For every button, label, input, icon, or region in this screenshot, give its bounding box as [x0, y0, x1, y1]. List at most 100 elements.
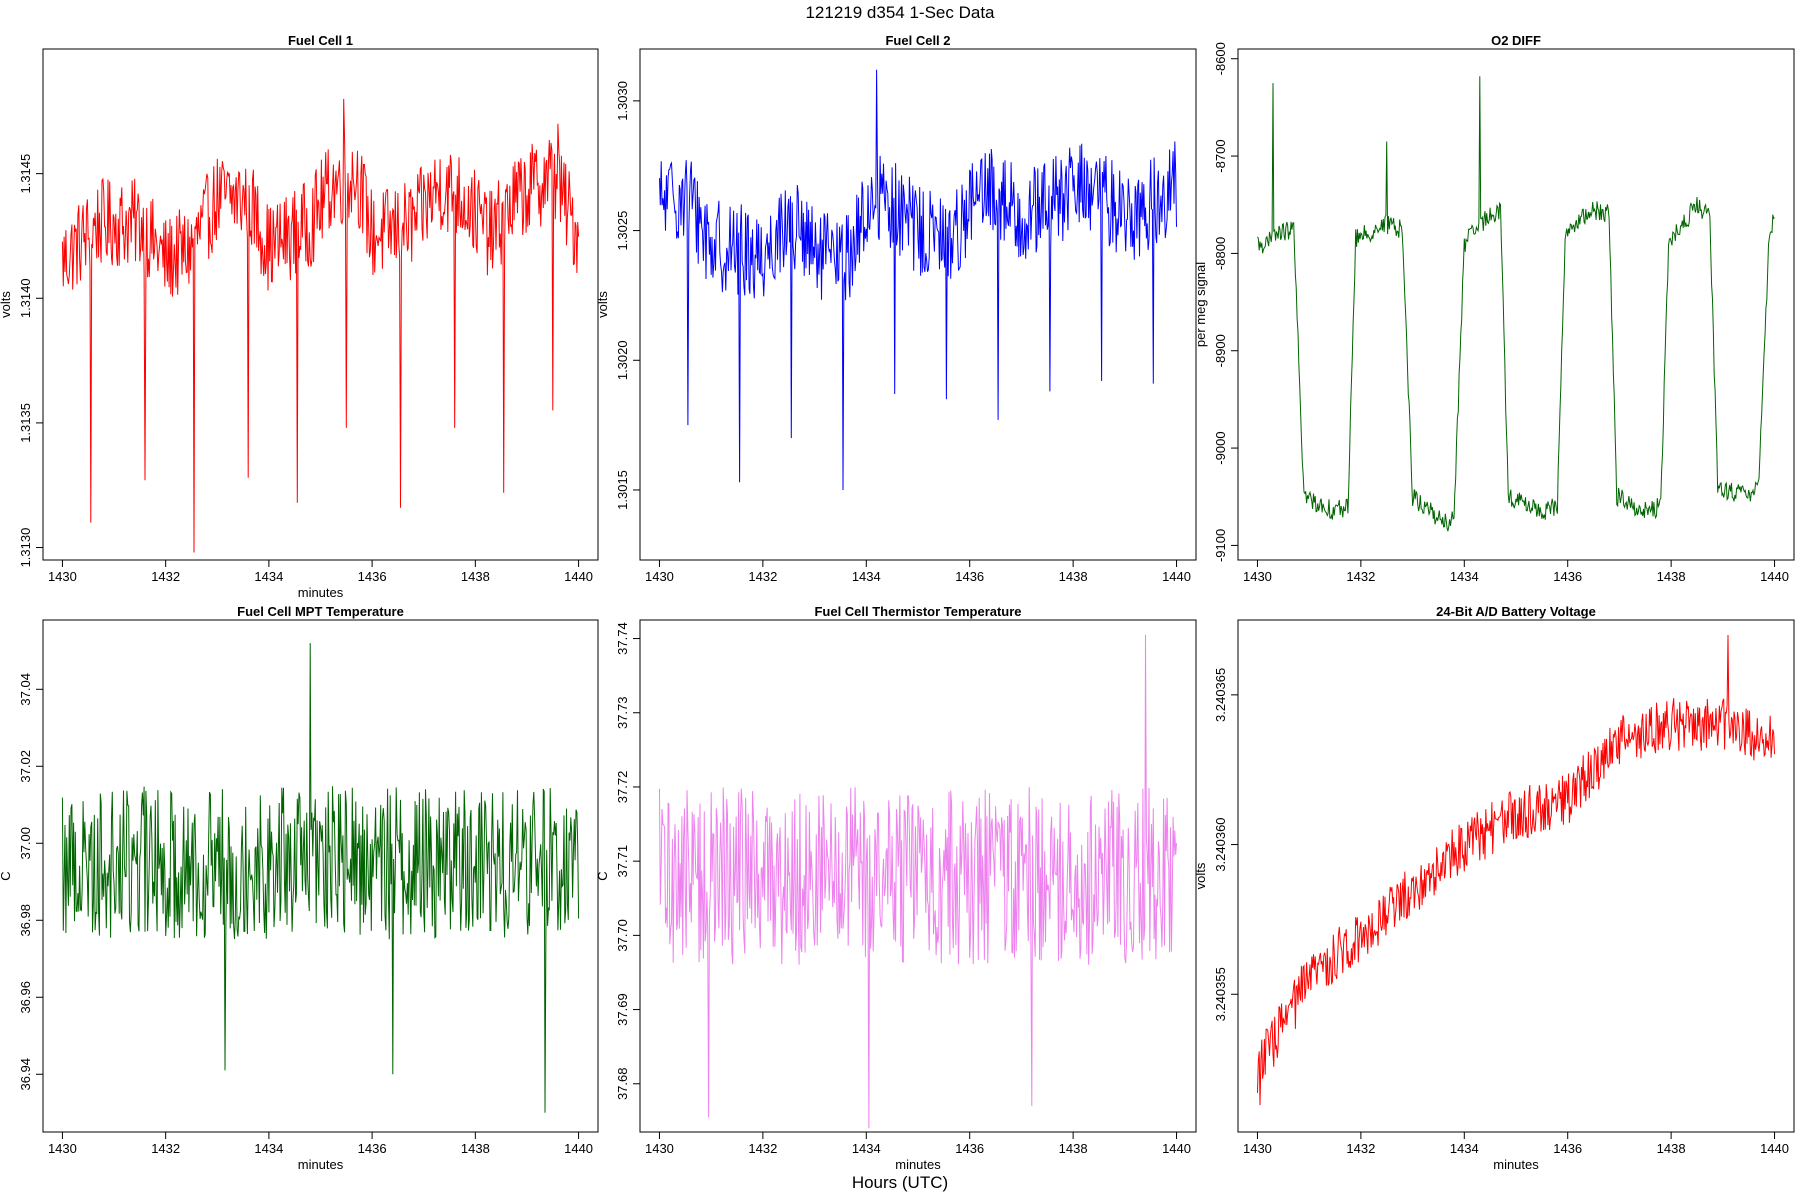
y-tick-label: -8700 — [1213, 139, 1228, 172]
series-line — [61, 643, 580, 1113]
x-tick-label: 1436 — [1553, 1141, 1582, 1156]
series-line — [1257, 634, 1775, 1106]
y-tick-label: 1.3135 — [18, 403, 33, 443]
y-tick-label: 36.98 — [18, 904, 33, 937]
y-axis-label: per meg signal — [1193, 262, 1208, 347]
panel-title: Fuel Cell Thermistor Temperature — [814, 604, 1021, 619]
y-tick-label: 3.240360 — [1213, 817, 1228, 871]
y-tick-label: 36.96 — [18, 981, 33, 1014]
panel-title: Fuel Cell 2 — [885, 33, 950, 48]
x-tick-label: 1438 — [461, 569, 490, 584]
panel-1: Fuel Cell 1 1430 1432 1434 1436 1438 1440 minut… — [0, 33, 599, 600]
y-tick-label: 37.74 — [615, 622, 630, 655]
y-tick-label: 3.240365 — [1213, 668, 1228, 722]
x-axis-label: minutes — [1493, 1157, 1539, 1172]
series-line — [659, 69, 1177, 491]
y-tick-label: 37.73 — [615, 696, 630, 729]
x-tick-label: 1432 — [748, 569, 777, 584]
x-tick-label: 1432 — [748, 1141, 777, 1156]
x-tick-label: 1436 — [955, 1141, 984, 1156]
y-tick-label: -8900 — [1213, 334, 1228, 367]
y-tick-label: 1.3130 — [18, 528, 33, 568]
x-tick-label: 1438 — [461, 1141, 490, 1156]
y-axis-label: volts — [1193, 862, 1208, 889]
figure-xlabel: Hours (UTC) — [852, 1173, 948, 1192]
x-tick-label: 1434 — [1450, 569, 1479, 584]
y-tick-label: 37.02 — [18, 750, 33, 783]
y-tick-label: 1.3140 — [18, 278, 33, 318]
x-tick-label: 1432 — [1346, 569, 1375, 584]
x-tick-label: 1434 — [1450, 1141, 1479, 1156]
x-tick-label: 1434 — [254, 569, 283, 584]
panel-title: 24-Bit A/D Battery Voltage — [1436, 604, 1596, 619]
panel-2: Fuel Cell 2 1430 1432 1434 1436 1438 1440 1.301… — [595, 33, 1197, 584]
y-axis-label: volts — [595, 291, 610, 318]
panel-5: Fuel Cell Thermistor Temperature 1430 1432… — [595, 604, 1197, 1172]
y-tick-label: 1.3015 — [615, 470, 630, 510]
panel-3: O2 DIFF 1430 1432 1434 1436 1438 1440 -9100 -900… — [1193, 33, 1795, 584]
y-tick-label: -9100 — [1213, 529, 1228, 562]
series-line — [1257, 76, 1775, 532]
x-tick-label: 1440 — [564, 569, 593, 584]
panel-title: Fuel Cell MPT Temperature — [237, 604, 404, 619]
y-tick-label: -8600 — [1213, 42, 1228, 75]
x-tick-label: 1434 — [852, 569, 881, 584]
x-tick-label: 1440 — [1162, 569, 1191, 584]
panel-4: Fuel Cell MPT Temperature 1430 1432 1434 143… — [0, 604, 599, 1172]
x-tick-label: 1440 — [1760, 569, 1789, 584]
y-tick-label: 1.3030 — [615, 81, 630, 121]
x-tick-label: 1438 — [1657, 569, 1686, 584]
x-axis-label: minutes — [298, 1157, 344, 1172]
x-tick-label: 1440 — [564, 1141, 593, 1156]
panel-title: O2 DIFF — [1491, 33, 1541, 48]
plot-frame — [42, 48, 599, 561]
y-tick-label: 3.240355 — [1213, 967, 1228, 1021]
x-tick-label: 1436 — [1553, 569, 1582, 584]
y-tick-label: 37.69 — [615, 993, 630, 1026]
y-tick-label: 1.3020 — [615, 340, 630, 380]
x-tick-label: 1436 — [358, 1141, 387, 1156]
y-tick-label: 36.94 — [18, 1058, 33, 1091]
x-tick-label: 1430 — [1243, 1141, 1272, 1156]
x-tick-label: 1432 — [151, 569, 180, 584]
x-tick-label: 1434 — [254, 1141, 283, 1156]
y-tick-label: 1.3025 — [615, 211, 630, 251]
figure-title: 121219 d354 1-Sec Data — [805, 3, 995, 22]
x-tick-label: 1432 — [1346, 1141, 1375, 1156]
y-tick-label: 37.68 — [615, 1067, 630, 1100]
x-tick-label: 1430 — [48, 569, 77, 584]
x-tick-label: 1434 — [852, 1141, 881, 1156]
x-tick-label: 1430 — [645, 1141, 674, 1156]
x-tick-label: 1436 — [955, 569, 984, 584]
x-tick-label: 1438 — [1059, 1141, 1088, 1156]
x-tick-label: 1436 — [358, 569, 387, 584]
x-tick-label: 1430 — [48, 1141, 77, 1156]
x-tick-label: 1438 — [1059, 569, 1088, 584]
y-tick-label: 37.71 — [615, 845, 630, 878]
y-tick-label: -9000 — [1213, 431, 1228, 464]
x-tick-label: 1440 — [1760, 1141, 1789, 1156]
y-tick-label: 37.04 — [18, 673, 33, 706]
y-tick-label: 37.72 — [615, 771, 630, 804]
series-line — [659, 634, 1177, 1129]
plot-frame — [1237, 619, 1795, 1133]
y-tick-label: -8800 — [1213, 237, 1228, 270]
x-tick-label: 1432 — [151, 1141, 180, 1156]
plot-frame — [639, 48, 1197, 561]
series-line — [61, 98, 580, 553]
plot-frame — [639, 619, 1197, 1133]
plot-frame — [1237, 48, 1795, 561]
y-axis-label: C — [595, 871, 610, 880]
y-tick-label: 37.70 — [615, 919, 630, 952]
panels: Fuel Cell 1 1430 1432 1434 1436 1438 1440 minut… — [0, 33, 1795, 1172]
x-axis-label: minutes — [895, 1157, 941, 1172]
x-tick-label: 1438 — [1657, 1141, 1686, 1156]
y-tick-label: 37.00 — [18, 827, 33, 860]
y-axis-label: volts — [0, 291, 13, 318]
y-axis-label: C — [0, 871, 13, 880]
x-axis-label: minutes — [298, 585, 344, 600]
y-tick-label: 1.3145 — [18, 154, 33, 194]
x-tick-label: 1430 — [645, 569, 674, 584]
